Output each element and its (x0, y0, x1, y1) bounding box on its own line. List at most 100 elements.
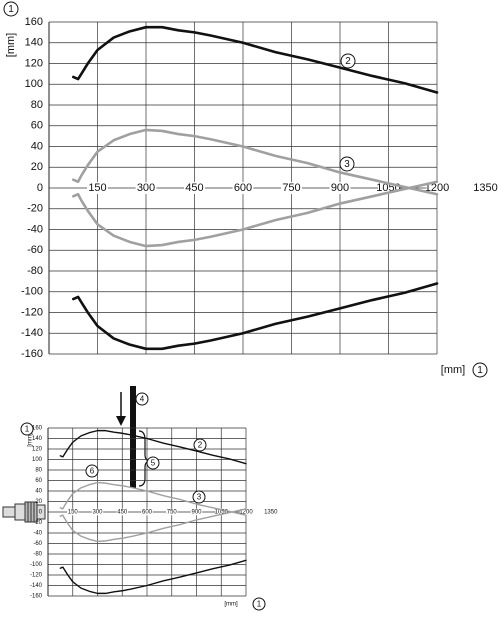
tick-label-bg (190, 508, 203, 516)
tick-label-bg (265, 508, 277, 516)
annotation-circle (20, 422, 34, 436)
y-tick-label: 40 (31, 140, 43, 152)
y-tick-label: 20 (35, 499, 42, 505)
y-tick-label: 120 (32, 447, 43, 453)
x-axis-label: [mm] (224, 602, 238, 608)
tick-label-bg (166, 508, 178, 516)
annotation-label: 3 (344, 159, 350, 170)
y-tick-label: 60 (31, 120, 43, 132)
series-line (71, 180, 439, 248)
annotation-label: 1 (8, 4, 14, 15)
tick-label-bg (87, 181, 108, 195)
x-axis-label: [mm] (441, 364, 465, 376)
y-tick-label: -120 (21, 306, 43, 318)
annotation-circle (3, 1, 19, 17)
x-tick-label: 150 (68, 510, 79, 516)
series-line (71, 25, 439, 94)
y-axis-label: [mm] (28, 433, 34, 447)
y-tick-label: -60 (27, 244, 43, 256)
x-tick-label: 450 (117, 510, 128, 516)
series-line (71, 282, 439, 351)
x-tick-label: 150 (88, 182, 106, 194)
y-tick-label: 100 (32, 457, 43, 463)
y-tick-label: 40 (35, 489, 42, 495)
x-tick-label: 750 (167, 510, 178, 516)
y-tick-label: -40 (33, 531, 42, 537)
y-tick-label: 20 (31, 161, 43, 173)
tick-label-bg (426, 181, 448, 195)
annotation-circle (252, 597, 266, 611)
y-tick-label: -160 (21, 348, 43, 360)
x-tick-label: 600 (234, 182, 252, 194)
y-tick-label: 120 (25, 57, 43, 69)
series-line (71, 128, 439, 196)
y-tick-label: -140 (21, 327, 43, 339)
y-tick-label: 0 (37, 182, 43, 194)
y-tick-label: -100 (21, 286, 43, 298)
y-tick-label: -100 (30, 562, 43, 568)
annotation-circle (340, 53, 356, 69)
y-tick-label: -20 (33, 520, 42, 526)
tick-label-bg (329, 181, 351, 195)
y-tick-label: 80 (31, 99, 43, 111)
series-line (59, 429, 247, 465)
annotation-circle (193, 438, 207, 452)
sensor-icon (2, 501, 46, 523)
tick-label-bg (91, 508, 104, 516)
series-line (59, 508, 247, 543)
annotation-circle (192, 490, 206, 504)
annotation-circle (85, 464, 99, 478)
tick-label-bg (67, 508, 79, 516)
annotation-circle (146, 456, 160, 470)
annotation-label: 6 (90, 467, 95, 476)
x-tick-label: 1350 (473, 182, 497, 194)
y-tick-label: -20 (27, 203, 43, 215)
y-tick-label: -120 (30, 573, 43, 579)
x-tick-label: 900 (191, 510, 202, 516)
y-tick-label: -80 (33, 552, 42, 558)
tick-label-bg (475, 181, 496, 195)
y-tick-label: 60 (35, 478, 42, 484)
y-tick-label: -40 (27, 223, 43, 235)
tick-label-bg (232, 181, 254, 195)
tick-label-bg (141, 508, 153, 516)
annotation-circle (339, 156, 355, 172)
object-bar (130, 386, 136, 488)
y-tick-label: 80 (35, 468, 42, 474)
arrow (116, 392, 126, 426)
y-tick-label: 140 (25, 37, 43, 49)
x-tick-label: 1200 (425, 182, 449, 194)
y-tick-label: -140 (30, 583, 43, 589)
annotation-circle (135, 392, 149, 406)
y-tick-label: -60 (33, 541, 42, 547)
series-line (59, 559, 247, 595)
annotation-label: 1 (25, 425, 30, 434)
x-tick-label: 300 (92, 510, 103, 516)
x-tick-label: 300 (137, 182, 155, 194)
y-tick-label: 160 (25, 16, 43, 28)
tick-label-bg (281, 181, 302, 195)
tick-label-bg (184, 181, 205, 195)
tick-label-bg (215, 508, 227, 516)
annotation-label: 4 (140, 395, 145, 404)
x-tick-label: 750 (282, 182, 300, 194)
tick-label-bg (135, 181, 157, 195)
x-tick-label: 600 (142, 510, 153, 516)
tick-label-bg (116, 508, 128, 516)
annotation-circle (472, 362, 488, 378)
y-tick-label: -160 (30, 594, 43, 600)
y-tick-label: 100 (25, 78, 43, 90)
x-tick-label: 450 (185, 182, 203, 194)
annotation-label: 2 (198, 441, 203, 450)
annotation-label: 3 (197, 493, 202, 502)
y-tick-label: 0 (39, 510, 43, 516)
y-axis-label: [mm] (5, 33, 17, 57)
y-tick-label: -80 (27, 265, 43, 277)
annotation-label: 1 (477, 365, 483, 376)
y-tick-label: 160 (32, 426, 43, 432)
annotation-label: 5 (151, 459, 156, 468)
x-tick-label: 1050 (215, 510, 229, 516)
x-tick-label: 1200 (239, 510, 253, 516)
